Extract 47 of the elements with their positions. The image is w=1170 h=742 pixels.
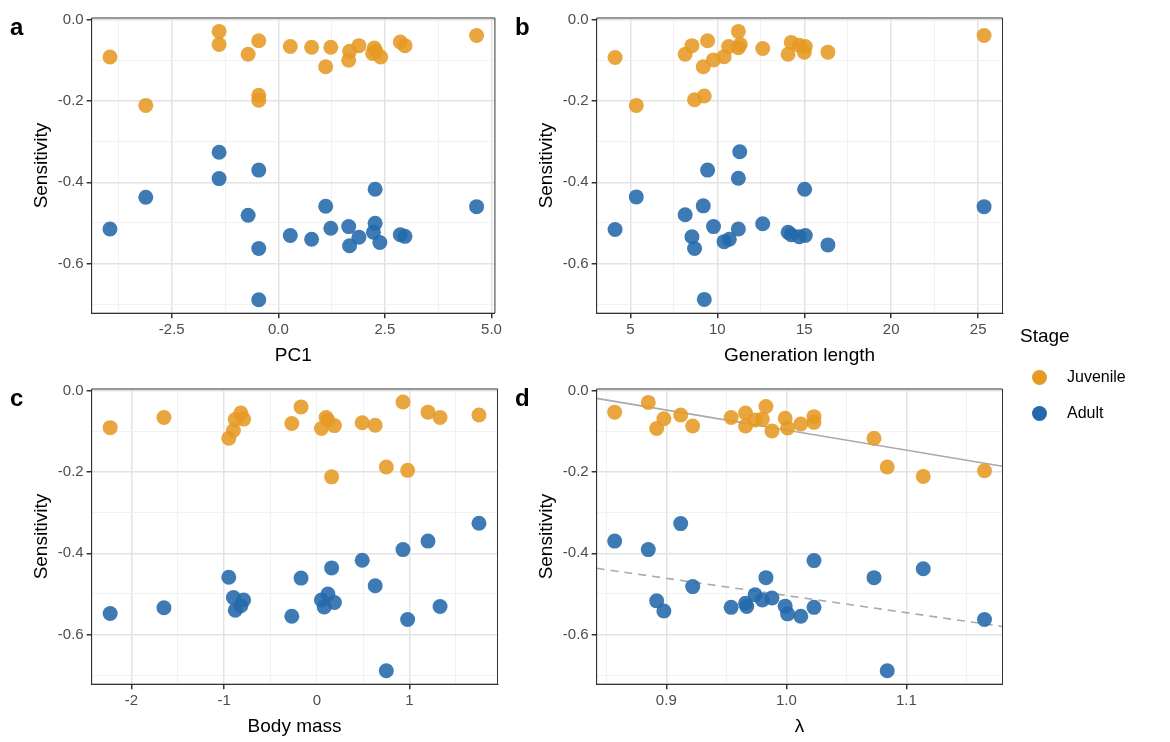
y-tick-label: -0.4 <box>57 172 84 190</box>
y-tick-label: -0.2 <box>562 462 589 480</box>
y-tick-label: -0.2 <box>57 91 84 109</box>
x-tick-label: 25 <box>969 320 987 338</box>
y-tick-label: 0.0 <box>62 380 84 398</box>
legend-title: Stage <box>1020 325 1071 347</box>
y-axis-title: Sensitivity <box>29 122 51 209</box>
y-tick-label: -0.2 <box>57 462 84 480</box>
x-tick-label: 1.1 <box>896 691 917 709</box>
y-tick-label: 0.0 <box>567 380 589 398</box>
x-axis-title: PC1 <box>274 343 312 365</box>
chart-title: d <box>515 383 530 411</box>
x-tick-label: 0.9 <box>655 691 677 709</box>
y-tick-label: -0.6 <box>57 624 84 642</box>
x-axis-title: Generation length <box>724 343 876 365</box>
x-tick-label: 0 <box>312 691 321 709</box>
y-tick-label: -0.4 <box>562 172 589 190</box>
x-tick-label: -2.5 <box>158 320 185 338</box>
x-tick-label: 1.0 <box>775 691 797 709</box>
x-axis-title: Body mass <box>247 714 342 736</box>
chart-title: c <box>10 383 24 411</box>
x-tick-label: 5 <box>626 320 635 338</box>
legend-label: Adult <box>1067 404 1104 422</box>
y-tick-label: -0.6 <box>57 253 84 271</box>
chart-title: b <box>515 12 530 40</box>
x-tick-label: 0.0 <box>267 320 289 338</box>
y-tick-label: -0.6 <box>562 624 589 642</box>
x-tick-label: 5.0 <box>481 320 502 338</box>
legend-label: Juvenile <box>1067 368 1126 386</box>
x-tick-label: -1 <box>217 691 231 709</box>
chart-title: a <box>10 12 24 40</box>
x-tick-label: 15 <box>795 320 813 338</box>
x-tick-label: 1 <box>405 691 414 709</box>
x-axis-title: λ <box>794 714 805 736</box>
x-tick-label: 10 <box>708 320 726 338</box>
y-tick-label: -0.6 <box>562 253 589 271</box>
x-tick-label: -2 <box>124 691 139 709</box>
y-axis-title: Sensitivity <box>534 493 556 580</box>
x-tick-label: 20 <box>882 320 900 338</box>
y-tick-label: -0.4 <box>57 543 84 561</box>
y-axis-title: Sensitivity <box>534 122 556 209</box>
x-tick-label: 2.5 <box>374 320 396 338</box>
y-axis-title: Sensitivity <box>29 493 51 580</box>
y-tick-label: -0.4 <box>562 543 589 561</box>
y-tick-label: -0.2 <box>562 91 589 109</box>
y-tick-label: 0.0 <box>567 9 589 27</box>
y-tick-label: 0.0 <box>62 9 84 27</box>
